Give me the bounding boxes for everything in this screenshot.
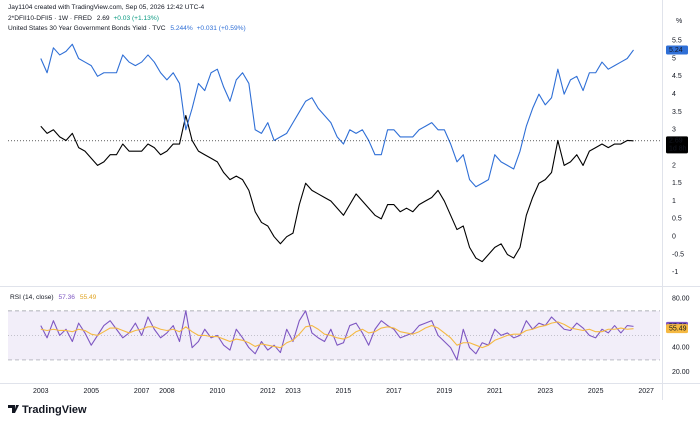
x-tick-label: 2017 [386,388,402,395]
legend-value: 5.244% [170,25,193,32]
last-value-box [666,45,688,55]
brand: TradingView [22,404,87,416]
y-tick-label: 5 [672,55,676,62]
legend-line: United States 30 Year Government Bonds Y… [8,25,246,32]
y-tick-label: 4 [672,91,676,98]
rsi-band [8,310,660,360]
rsi-value: 57.36 [58,294,75,301]
legend-name: 2*DFII10-DFII5 · 1W · FRED [8,15,92,22]
countdown: 1d 8h [669,146,687,153]
legend-change: +0.03 (+1.13%) [113,15,158,22]
y-tick-label: 20.00 [672,369,690,376]
rsi-title: RSI (14, close) [10,294,54,301]
x-tick-label: 2019 [437,388,453,395]
legend-value: 2.69 [97,15,110,22]
rsi-legend: RSI (14, close) 57.36 55.49 [10,294,97,301]
x-tick-label: 2008 [159,388,175,395]
y-tick-label: 0.5 [672,216,682,223]
last-value-box [666,324,688,334]
y-tick-label: 40.00 [672,344,690,351]
x-tick-label: 2005 [83,388,99,395]
series-line [40,114,634,263]
x-tick-label: 2012 [260,388,276,395]
last-value-label: 55.49 [669,325,687,332]
series-line [40,310,634,361]
credit: Jay1104 created with TradingView.com, Se… [8,4,205,11]
y-tick-label: 2 [672,162,676,169]
y-tick-label: 3 [672,127,676,134]
y-tick-label: 3.5 [672,109,682,116]
logo-mark [8,405,19,413]
x-tick-label: 2003 [33,388,49,395]
y-tick-label: -1 [672,269,678,276]
series-line [40,321,634,349]
y-tick-label: -0.5 [672,251,684,258]
last-value-box [666,136,688,154]
footer-logo: TradingView [8,404,87,416]
x-tick-label: 2007 [134,388,150,395]
y-tick-label: 1 [672,198,676,205]
legend-name: United States 30 Year Government Bonds Y… [8,25,166,32]
last-value-label: 2.69 [669,138,683,145]
x-tick-label: 2023 [537,388,553,395]
legend-change: +0.031 (+0.59%) [197,25,246,32]
y-tick-label: 1.5 [672,180,682,187]
y-tick-label: 4.5 [672,73,682,80]
y-tick-label: 5.5 [672,38,682,45]
y-tick-label: 0 [672,234,676,241]
rsi-ma-value: 55.49 [80,294,97,301]
y-tick-label: 80.00 [672,295,690,302]
legend-line: 2*DFII10-DFII5 · 1W · FRED 2.69 +0.03 (+… [8,15,159,22]
x-tick-label: 2015 [336,388,352,395]
x-tick-label: 2013 [285,388,301,395]
last-value-label: 5.24 [669,47,683,54]
x-tick-label: 2027 [638,388,654,395]
x-tick-label: 2025 [588,388,604,395]
y-unit: % [676,18,682,25]
x-tick-label: 2010 [210,388,226,395]
x-tick-label: 2021 [487,388,503,395]
series-line [40,43,634,188]
